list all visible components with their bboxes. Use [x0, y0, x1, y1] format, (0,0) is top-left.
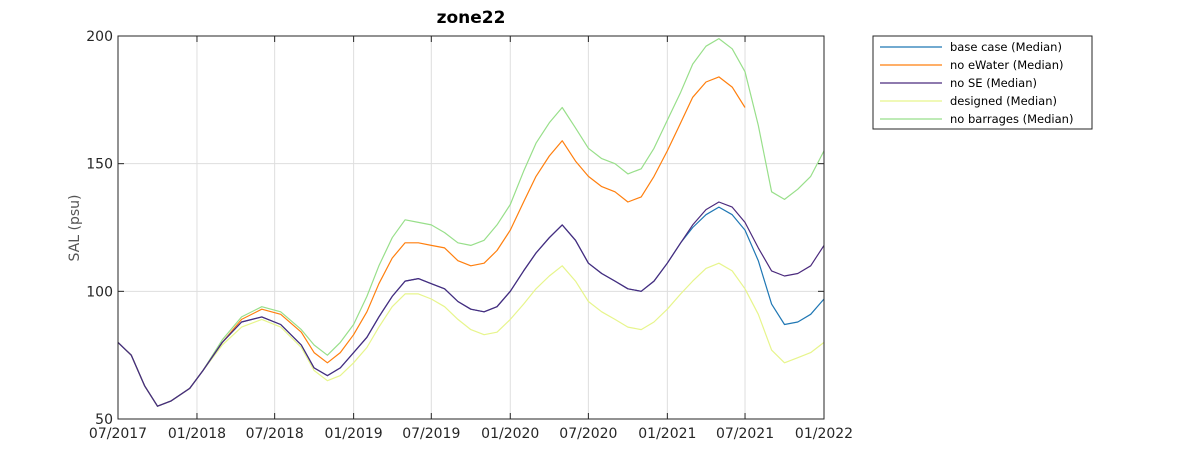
series-line-4 [117, 37, 825, 407]
x-tick-label: 01/2019 [325, 426, 383, 442]
x-tick-label: 01/2018 [168, 426, 226, 442]
y-tick-label: 50 [95, 412, 113, 428]
x-tick-label: 07/2021 [716, 426, 774, 442]
series-line-2 [117, 201, 825, 407]
y-tick-label: 150 [86, 157, 113, 173]
legend-label: no SE (Median) [950, 76, 1037, 90]
x-tick-label: 07/2019 [402, 426, 460, 442]
x-tick-label: 07/2018 [246, 426, 304, 442]
series-lines [117, 37, 825, 407]
series-line-1 [117, 76, 746, 407]
legend-label: no eWater (Median) [950, 58, 1064, 72]
plot-area [118, 36, 824, 419]
legend-label: no barrages (Median) [950, 112, 1073, 126]
plot-frame [117, 35, 825, 420]
x-tick-label: 01/2022 [795, 426, 853, 442]
x-tick-label: 01/2020 [481, 426, 539, 442]
x-tick-label: 07/2020 [559, 426, 617, 442]
chart-title: zone22 [437, 8, 506, 28]
x-tick-label: 07/2017 [89, 426, 147, 442]
legend-label: base case (Median) [950, 40, 1062, 54]
y-tick-label: 200 [86, 29, 113, 45]
legend-label: designed (Median) [950, 94, 1057, 108]
legend: base case (Median) no eWater (Median) no S… [872, 35, 1093, 130]
axis-ticks: 07/2017 01/2018 07/2018 01/2019 07/2019 01/20… [86, 29, 853, 442]
x-tick-label: 01/2021 [638, 426, 696, 442]
y-tick-label: 100 [86, 284, 113, 300]
series-line-3 [117, 262, 825, 407]
y-axis-title: SAL (psu) [67, 195, 83, 262]
